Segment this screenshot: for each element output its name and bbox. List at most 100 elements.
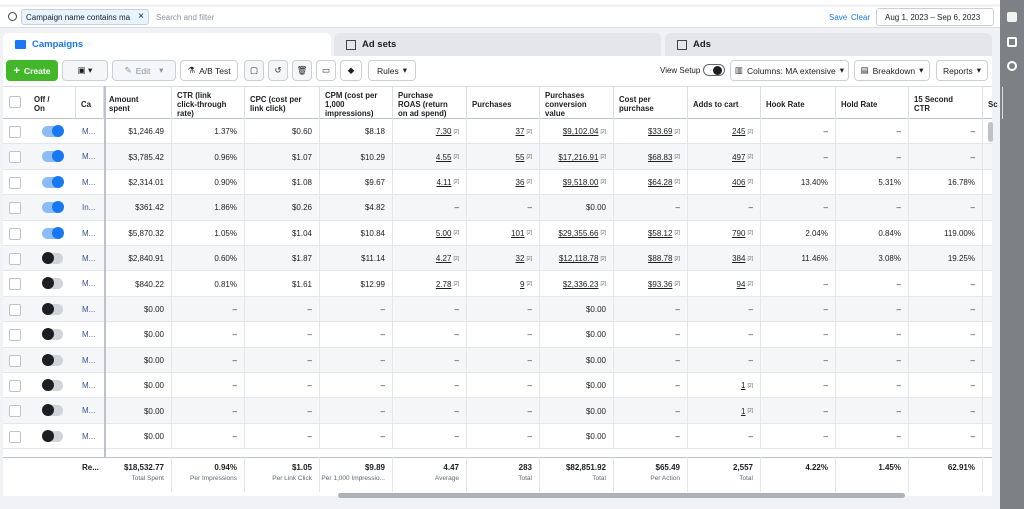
- cell-value[interactable]: 94: [736, 279, 746, 289]
- toggle[interactable]: [42, 404, 63, 417]
- breakdown-button[interactable]: ▤ Breakdown ▾: [854, 60, 930, 81]
- edit-button[interactable]: ✎ Edit ▾: [112, 60, 176, 81]
- row-checkbox[interactable]: [9, 126, 21, 138]
- column-header[interactable]: Purchase ROAS (return on ad spend): [393, 87, 467, 119]
- campaign-name[interactable]: M...: [82, 177, 96, 187]
- create-button[interactable]: + Create: [6, 60, 58, 81]
- row-checkbox[interactable]: [9, 202, 21, 215]
- column-header[interactable]: CTR (link click-through rate): [172, 87, 245, 119]
- row-checkbox[interactable]: [9, 151, 21, 164]
- toggle[interactable]: [42, 429, 63, 442]
- tab-ads[interactable]: Ads: [665, 33, 992, 56]
- select-all[interactable]: [9, 96, 21, 108]
- cell-value[interactable]: $93.36: [647, 279, 673, 289]
- cell-value[interactable]: 101: [511, 228, 525, 238]
- toggle[interactable]: [42, 175, 64, 188]
- column-header[interactable]: Sc: [983, 87, 1003, 119]
- cell-value[interactable]: 245: [732, 127, 746, 137]
- chip-close[interactable]: ×: [138, 11, 144, 22]
- row-checkbox[interactable]: [9, 380, 21, 392]
- cell-value[interactable]: 7.30: [435, 127, 452, 137]
- toggle[interactable]: [42, 328, 63, 341]
- row-checkbox[interactable]: [9, 303, 21, 316]
- cell-value[interactable]: $2,336.23: [562, 279, 599, 289]
- cell-value[interactable]: 406: [732, 177, 746, 187]
- clear-link[interactable]: Clear: [851, 13, 871, 22]
- toggle[interactable]: [42, 277, 63, 290]
- column-header[interactable]: CPM (cost per 1,000 impressions): [320, 87, 393, 119]
- cell-value[interactable]: $33.69: [647, 127, 673, 137]
- row-checkbox[interactable]: [9, 405, 21, 418]
- campaign-name[interactable]: M...: [82, 152, 96, 162]
- campaign-name[interactable]: In...: [82, 203, 96, 213]
- column-header[interactable]: Hook Rate: [761, 87, 836, 119]
- cell-value[interactable]: 497: [732, 152, 746, 162]
- rules-button[interactable]: Rules ▾: [368, 60, 416, 81]
- toggle[interactable]: [42, 226, 64, 239]
- campaign-name[interactable]: M...: [82, 431, 96, 441]
- ab-test-button[interactable]: ⚗ A/B Test: [180, 60, 238, 81]
- date-picker[interactable]: Aug 1, 2023 – Sep 6, 2023: [876, 8, 994, 26]
- cell-value[interactable]: $88.78: [647, 254, 673, 264]
- row-checkbox[interactable]: [9, 329, 21, 342]
- column-header[interactable]: Purchases conversion value: [540, 87, 614, 119]
- history-icon[interactable]: [1007, 61, 1017, 71]
- campaign-name[interactable]: M...: [82, 228, 96, 238]
- cell-value[interactable]: 1: [740, 406, 746, 416]
- cell-value[interactable]: $17,216.91: [558, 152, 599, 162]
- toggle[interactable]: [42, 252, 63, 264]
- cell-value[interactable]: 4.55: [435, 152, 452, 162]
- view-setup-toggle[interactable]: [703, 64, 725, 76]
- row-checkbox[interactable]: [9, 176, 21, 189]
- row-checkbox[interactable]: [9, 278, 21, 291]
- campaign-name[interactable]: M...: [82, 330, 96, 340]
- tab-campaigns[interactable]: Campaigns: [3, 33, 331, 56]
- toggle[interactable]: [42, 353, 63, 366]
- cell-value[interactable]: 37: [515, 127, 525, 137]
- cell-value[interactable]: $12,118.78: [558, 254, 599, 264]
- cell-value[interactable]: $29,355.66: [558, 228, 599, 238]
- cell-value[interactable]: 2.78: [435, 279, 452, 289]
- cell-value[interactable]: 4.27: [435, 254, 452, 264]
- cell-value[interactable]: 9: [519, 279, 525, 289]
- cell-value[interactable]: 1: [740, 381, 746, 391]
- columns-button[interactable]: ▥ Columns: MA extensive ▾: [730, 60, 849, 81]
- tag-button[interactable]: ◆: [340, 60, 362, 81]
- tab-adsets[interactable]: Ad sets: [334, 33, 661, 56]
- toggle[interactable]: [42, 379, 63, 391]
- cell-value[interactable]: $58.12: [647, 228, 673, 238]
- icon-button[interactable]: ▢: [244, 60, 264, 81]
- horizontal-scrollbar[interactable]: [338, 493, 905, 498]
- campaign-name[interactable]: M...: [82, 355, 96, 365]
- campaign-name[interactable]: M...: [82, 304, 96, 314]
- column-header[interactable]: Off / On: [29, 87, 76, 119]
- cell-value[interactable]: 4.11: [436, 177, 452, 187]
- toggle[interactable]: [42, 125, 64, 137]
- toggle[interactable]: [42, 302, 63, 315]
- campaign-name[interactable]: M...: [82, 127, 96, 136]
- duplicate-button[interactable]: ▣ ▾: [62, 60, 108, 81]
- column-header[interactable]: Hold Rate: [836, 87, 909, 119]
- row-checkbox[interactable]: [9, 354, 21, 367]
- cell-value[interactable]: 384: [732, 254, 746, 264]
- column-header[interactable]: Amount spent: [104, 87, 172, 119]
- edit-icon[interactable]: [1007, 37, 1017, 47]
- cell-value[interactable]: 790: [732, 228, 746, 238]
- cell-value[interactable]: 55: [515, 152, 525, 162]
- row-checkbox[interactable]: [9, 430, 21, 443]
- undo-button[interactable]: ↺: [268, 60, 288, 81]
- column-header[interactable]: Purchases: [467, 87, 540, 119]
- column-header[interactable]: 15 Second CTR: [909, 87, 983, 119]
- vertical-scrollbar[interactable]: [988, 122, 993, 142]
- column-header[interactable]: Cost per purchase: [614, 87, 688, 119]
- delete-button[interactable]: 🗑: [292, 60, 312, 81]
- reports-button[interactable]: Reports ▾: [936, 60, 988, 81]
- icon-button[interactable]: ▭: [316, 60, 336, 81]
- column-header[interactable]: Ca: [76, 87, 104, 119]
- campaign-name[interactable]: M...: [82, 381, 96, 390]
- save-link[interactable]: Save: [829, 13, 848, 22]
- campaign-name[interactable]: M...: [82, 406, 96, 416]
- campaign-name[interactable]: M...: [82, 279, 96, 289]
- filter-chip[interactable]: Campaign name contains ma ×: [21, 9, 149, 25]
- cell-value[interactable]: $68.83: [647, 152, 673, 162]
